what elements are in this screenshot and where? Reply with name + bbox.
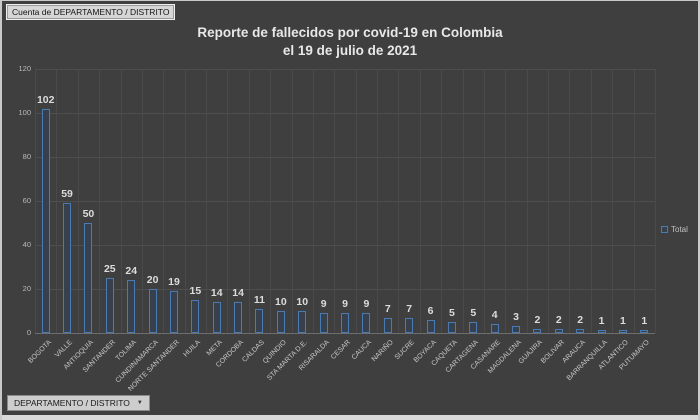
gridline-h <box>35 289 655 290</box>
bar <box>576 328 585 333</box>
gridline-h <box>35 245 655 246</box>
y-axis-tick-label: 60 <box>22 196 31 205</box>
legend-swatch-icon <box>661 226 668 233</box>
bar <box>276 311 285 333</box>
bar <box>298 311 307 333</box>
bar <box>597 330 606 333</box>
gridline-h <box>35 113 655 114</box>
bar <box>41 108 50 333</box>
bar-value-label: 102 <box>36 93 55 106</box>
y-axis-tick-label: 80 <box>22 152 31 161</box>
bar-value-label: 7 <box>406 302 413 315</box>
bar-value-label: 15 <box>189 285 202 297</box>
bar-value-label: 9 <box>342 298 348 311</box>
gridline-h <box>35 69 655 70</box>
bar-value-label: 50 <box>82 208 95 220</box>
bar-value-label: 2 <box>555 313 562 326</box>
bar <box>169 291 178 333</box>
bar <box>234 302 243 333</box>
pivot-value-field-button[interactable]: Cuenta de DEPARTAMENTO / DISTRITO <box>7 5 175 19</box>
bar-value-label: 20 <box>146 274 159 286</box>
bar-value-label: 14 <box>232 287 244 300</box>
bar <box>618 330 627 333</box>
bar <box>640 330 649 333</box>
bar-value-label: 1 <box>598 315 605 327</box>
dropdown-arrow-icon: ▼ <box>136 400 143 406</box>
bar-value-label: 25 <box>103 263 116 275</box>
bar <box>405 317 414 333</box>
plot-area: 0 20 40 60 80 100 120 102 BOGOTA 59 VALLE 50 ANTIOQU… <box>18 65 656 393</box>
gridline-h <box>35 157 655 158</box>
bar <box>383 317 392 333</box>
bar <box>447 322 456 333</box>
gridline-h <box>35 333 655 334</box>
bar-value-label: 5 <box>448 307 455 319</box>
bar-value-label: 19 <box>168 276 180 289</box>
y-axis-tick-label: 40 <box>22 240 31 249</box>
bar <box>362 313 371 333</box>
bar <box>490 324 499 333</box>
bar-value-label: 24 <box>125 265 138 278</box>
bar-value-label: 3 <box>513 311 519 324</box>
bar-value-label: 1 <box>641 315 648 327</box>
bar-value-label: 59 <box>61 188 73 201</box>
bar-value-label: 6 <box>427 304 434 317</box>
chart-subtitle: el 19 de julio de 2021 <box>282 43 418 58</box>
y-axis-tick-label: 100 <box>18 108 31 117</box>
bar-value-label: 5 <box>470 307 477 319</box>
bar-value-label: 9 <box>363 298 370 311</box>
gridline-v <box>655 69 656 333</box>
bar-value-label: 4 <box>491 309 498 322</box>
bar <box>469 322 478 333</box>
y-axis-tick-label: 120 <box>18 64 31 73</box>
bar-value-label: 2 <box>534 313 541 326</box>
bar-value-label: 1 <box>620 315 626 327</box>
bar <box>105 278 114 333</box>
y-axis-tick-label: 20 <box>22 284 31 293</box>
bar <box>426 319 435 333</box>
category-filter-label: DEPARTAMENTO / DISTRITO <box>14 398 130 408</box>
bar-value-label: 10 <box>296 296 309 308</box>
bar-value-label: 9 <box>320 298 327 311</box>
bar <box>533 328 542 333</box>
bar-value-label: 10 <box>275 296 287 308</box>
bar <box>512 326 521 333</box>
bar <box>212 302 221 333</box>
legend: Total <box>661 225 688 234</box>
bar-value-label: 2 <box>577 313 584 326</box>
legend-label: Total <box>671 225 688 234</box>
bar <box>319 313 328 333</box>
category-filter-button[interactable]: DEPARTAMENTO / DISTRITO ▼ <box>7 395 150 411</box>
bar <box>127 280 136 333</box>
window-bottom-edge <box>2 415 698 420</box>
bar <box>84 223 93 333</box>
bar-value-label: 7 <box>384 302 391 315</box>
gridline-h <box>35 201 655 202</box>
y-axis-tick-label: 0 <box>26 328 31 337</box>
bar-value-label: 14 <box>210 287 223 300</box>
bar <box>341 313 349 333</box>
bar-value-label: 11 <box>253 293 266 306</box>
bar <box>255 308 264 333</box>
bar <box>148 289 157 333</box>
chart-title: Reporte de fallecidos por covid-19 en Co… <box>197 25 503 40</box>
bar <box>191 300 200 333</box>
bar <box>63 203 72 333</box>
bar <box>554 328 563 333</box>
